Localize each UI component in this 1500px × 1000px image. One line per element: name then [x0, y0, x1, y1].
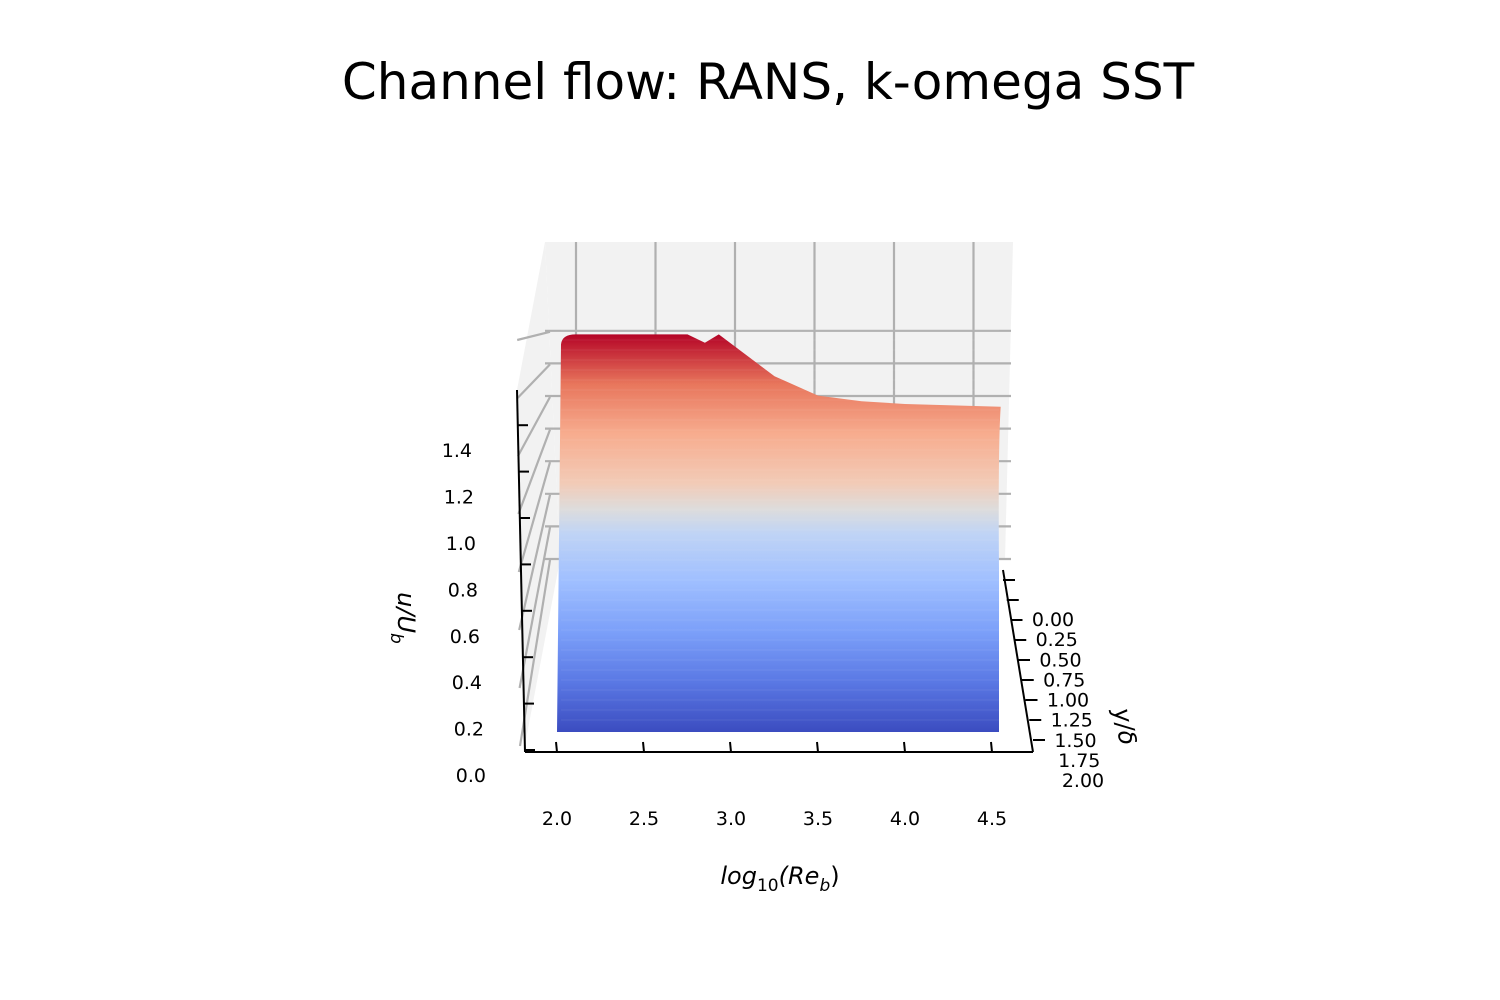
y-tick-label: 0.25	[1036, 629, 1078, 651]
z-axis-line	[516, 389, 526, 753]
z-tick-label: 0.8	[448, 579, 478, 601]
x-axis-label-sub2: b	[819, 876, 830, 896]
grid-line-side	[518, 494, 552, 631]
y-tick-label: 0.50	[1039, 649, 1081, 671]
z-axis-label-base: u/U	[392, 592, 420, 633]
side-pane	[517, 242, 560, 750]
grid-line-side	[517, 396, 551, 457]
z-tick-label: 1.0	[446, 533, 476, 555]
x-axis-label-sub1: 10	[757, 876, 779, 896]
x-tick-label: 3.0	[716, 808, 746, 830]
y-tick-label: 1.00	[1047, 690, 1089, 712]
z-tick-label: 0.4	[452, 672, 482, 694]
z-tick-label: 1.4	[442, 440, 472, 462]
grid-line-side	[516, 330, 551, 342]
x-tick-label: 2.0	[542, 808, 572, 830]
y-tick-label: 1.25	[1051, 710, 1093, 732]
grid-line-side	[516, 363, 551, 399]
y-axis-label: y/δ	[1108, 705, 1142, 747]
z-ticks: 0.0 0.2 0.4 0.6 0.8 1.0 1.2 1.4	[442, 424, 535, 787]
x-tick-mark	[642, 741, 645, 753]
grid-line-side	[517, 429, 552, 515]
x-tick-label: 2.5	[629, 808, 659, 830]
z-tick-label: 0.6	[450, 626, 480, 648]
x-tick-label: 4.0	[890, 808, 920, 830]
x-axis-label-end: )	[830, 862, 839, 890]
x-tick-label: 3.5	[803, 808, 833, 830]
x-axis-label: log10(Reb)	[720, 862, 839, 896]
z-axis-label-sub: b	[386, 633, 406, 644]
surface-patch	[557, 334, 1001, 732]
z-tick-label: 0.2	[454, 719, 484, 741]
z-axis-label: u/Ub	[386, 592, 420, 644]
grid-line-side	[517, 461, 552, 573]
x-ticks: 2.0 2.5 3.0 3.5 4.0 4.5	[542, 741, 1007, 830]
x-tick-mark	[729, 741, 732, 753]
y-tick-label: 2.00	[1062, 770, 1104, 792]
x-tick-mark	[816, 741, 819, 753]
chart-title: Channel flow: RANS, k-omega SST	[342, 53, 1195, 111]
z-tick-label: 0.0	[456, 765, 486, 787]
x-tick-mark	[903, 741, 906, 753]
side-pane-fill	[517, 242, 560, 750]
x-axis-label-base: log	[720, 862, 757, 890]
y-tick-label: 0.75	[1043, 669, 1085, 691]
z-tick-label: 1.2	[444, 487, 474, 509]
y-tick-label: 1.75	[1058, 750, 1100, 772]
y-tick-label: 0.00	[1032, 609, 1074, 631]
y-ticks: 0.000.250.500.751.001.251.501.752.00	[1003, 579, 1104, 792]
grid-line-side	[518, 527, 552, 689]
x-tick-mark	[990, 741, 993, 753]
x-axis-label-mid: (Re	[779, 862, 820, 890]
x-tick-label: 4.5	[977, 808, 1007, 830]
y-tick-label: 1.50	[1054, 730, 1096, 752]
x-tick-mark	[555, 741, 558, 753]
velocity-surface	[557, 329, 1001, 732]
